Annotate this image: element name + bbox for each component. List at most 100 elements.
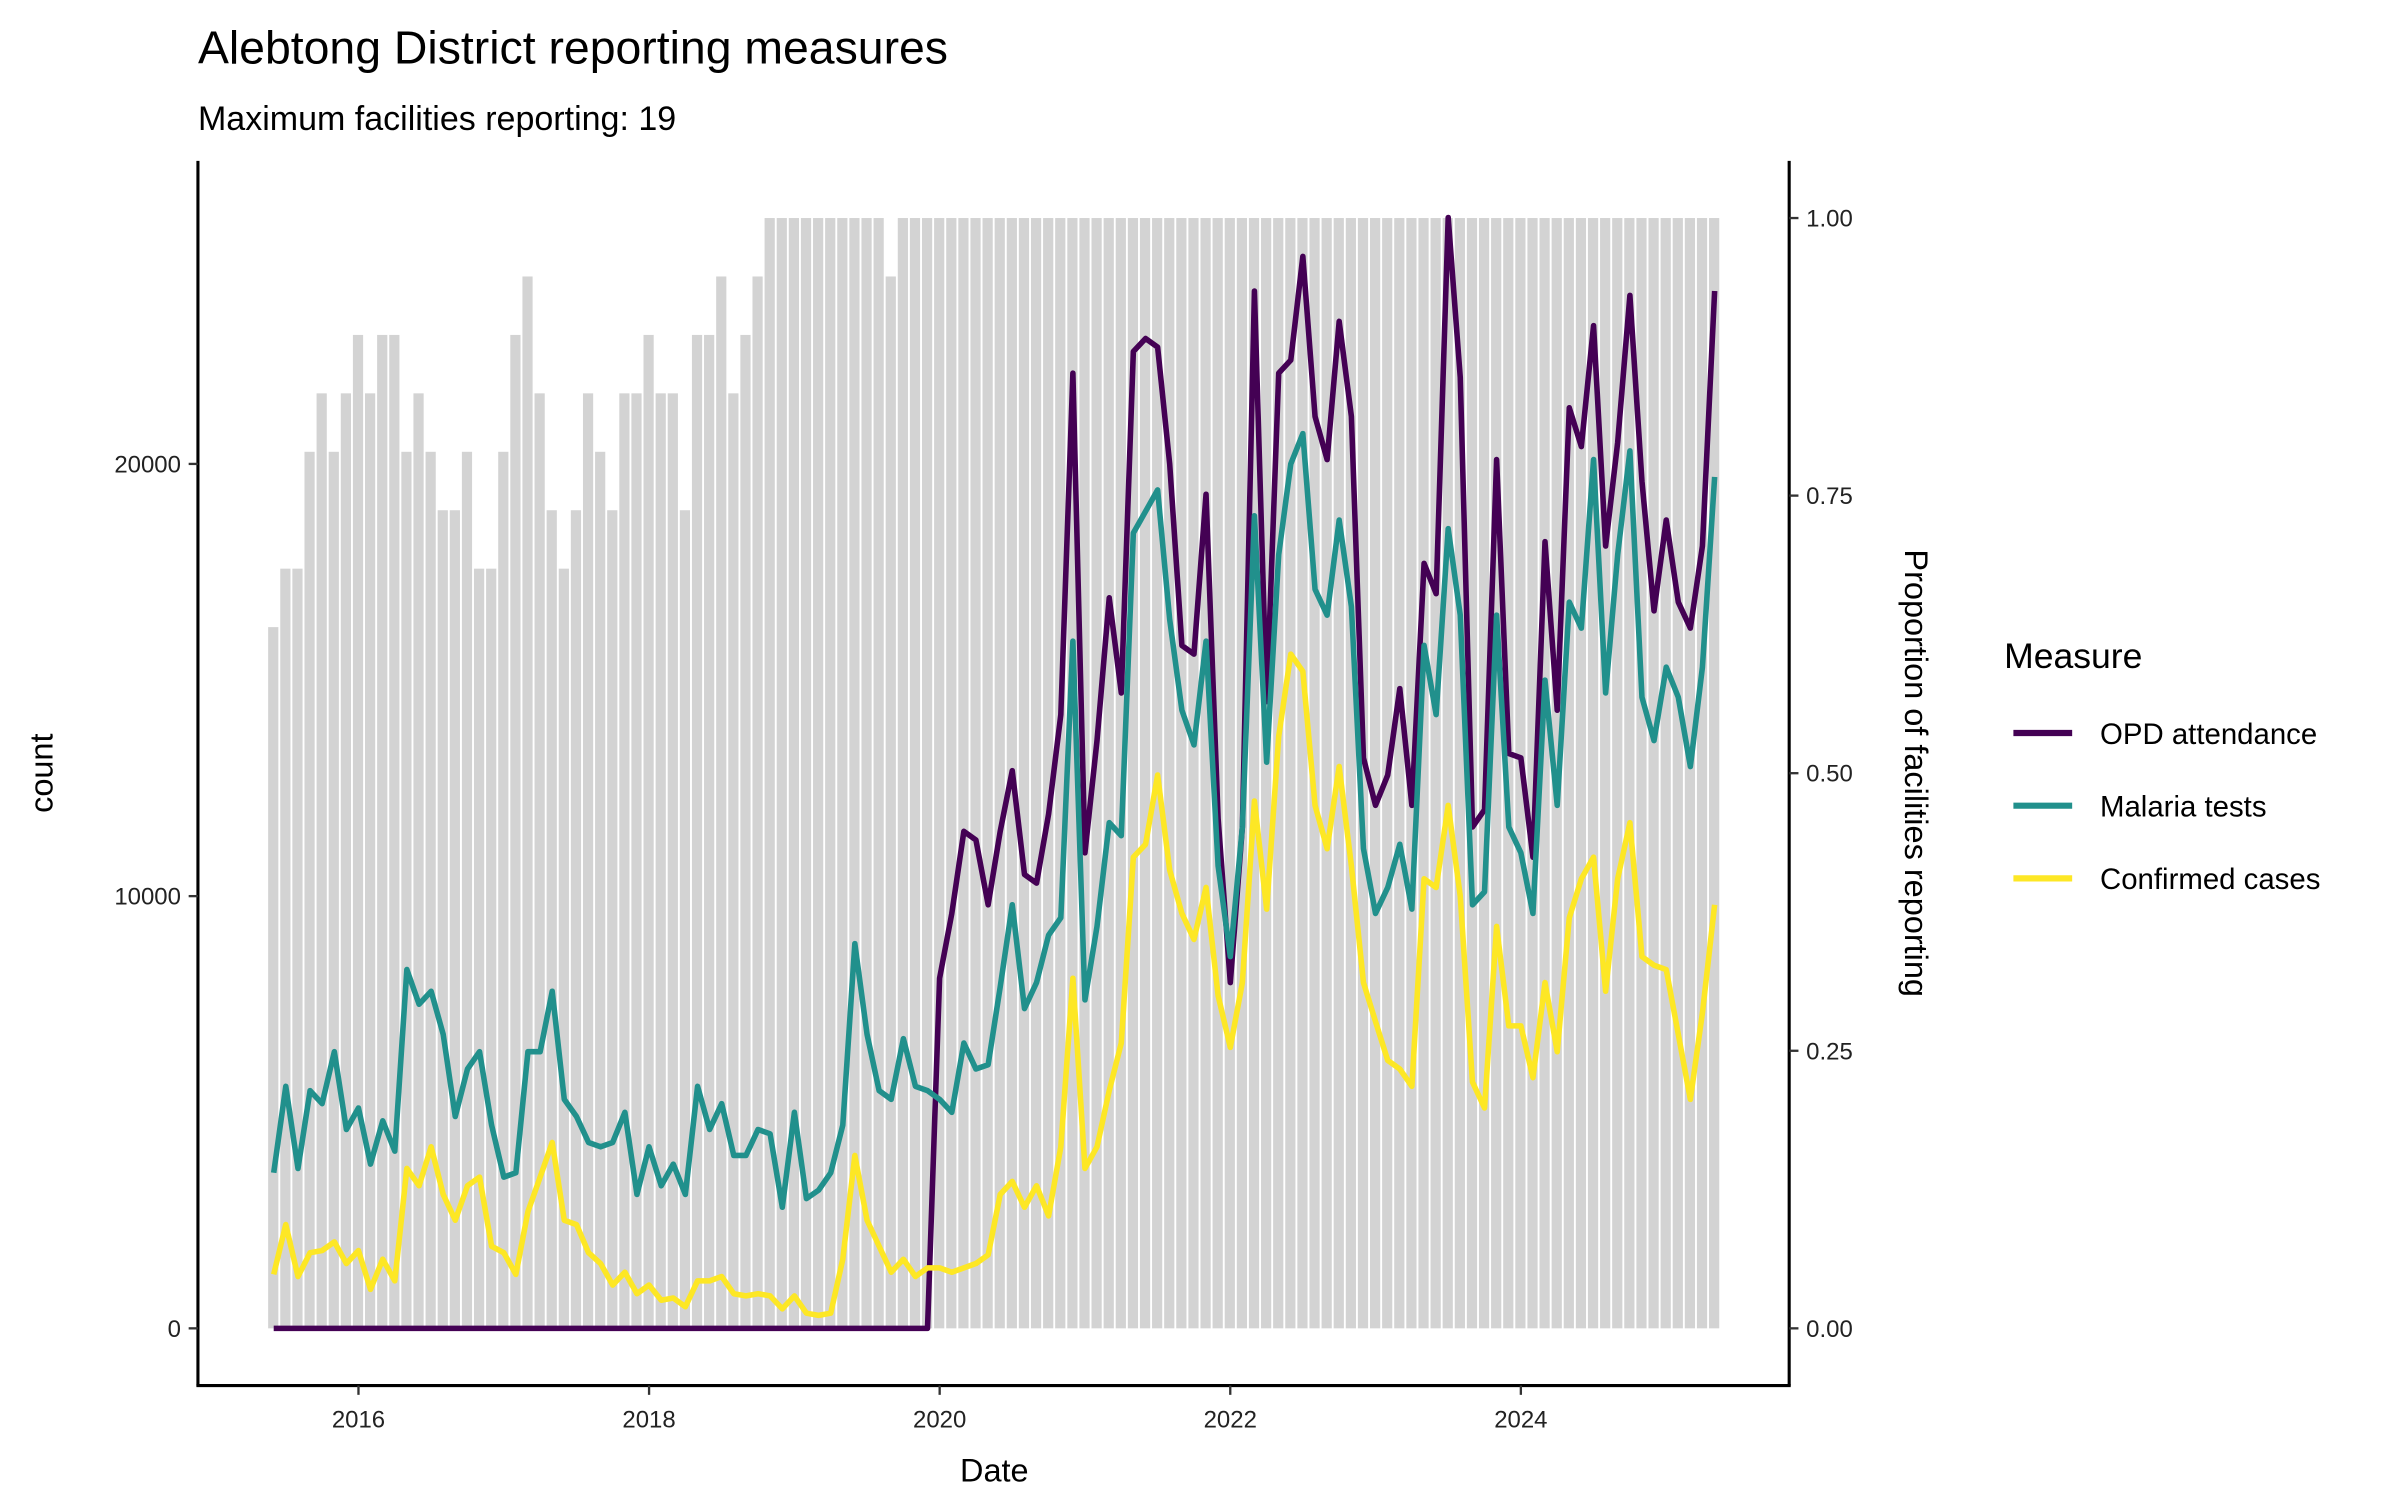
series-line-opd-attendance — [273, 214, 1718, 1332]
facility-bar — [655, 393, 666, 1329]
facility-bar — [1188, 218, 1199, 1329]
facility-bar — [800, 218, 812, 1329]
facility-bar — [1612, 218, 1623, 1329]
x-tick-label: 2020 — [913, 1406, 966, 1433]
facility-bar — [994, 218, 1005, 1329]
x-axis-label: Date — [960, 1452, 1029, 1488]
facility-bar — [958, 218, 969, 1329]
y-tick-label: 10000 — [114, 884, 181, 911]
facility-bar — [1103, 218, 1114, 1329]
facility-bar — [1539, 218, 1550, 1329]
facility-bar — [716, 276, 727, 1329]
facility-bar — [498, 451, 509, 1329]
facility-bar — [316, 393, 327, 1329]
y-axis-label: count — [24, 733, 60, 812]
facility-bar — [1442, 218, 1453, 1329]
y2-ticks: 0.00 0.25 0.50 0.75 1.00 — [1789, 206, 1853, 1343]
series-lines — [270, 214, 1718, 1332]
facility-bar — [946, 218, 957, 1329]
facility-bar — [1067, 218, 1078, 1329]
facility-bar — [1672, 218, 1683, 1329]
facility-bar — [1394, 218, 1405, 1329]
chart-subtitle: Maximum facilities reporting: 19 — [198, 100, 676, 138]
y2-axis-label: Proportion of facilities reporting — [1898, 549, 1934, 997]
x-tick-label: 2024 — [1494, 1406, 1547, 1433]
facility-bar — [413, 393, 424, 1329]
facility-bar — [268, 627, 279, 1329]
facility-bar — [1454, 218, 1465, 1329]
facility-bar — [643, 334, 654, 1329]
facility-bar — [558, 568, 569, 1329]
legend: Measure OPD attendance Malaria tests Confi… — [2004, 636, 2320, 896]
facility-bar — [934, 218, 945, 1329]
facility-bar — [704, 334, 715, 1329]
facility-bar — [570, 510, 582, 1329]
facility-bar — [1684, 218, 1696, 1329]
facility-bars — [268, 218, 1720, 1329]
facility-bar — [631, 393, 642, 1329]
facility-bar — [1127, 218, 1139, 1329]
facility-bar — [909, 218, 921, 1329]
facility-bar — [813, 218, 824, 1329]
facility-bar — [897, 218, 908, 1329]
facility-bar — [401, 451, 412, 1329]
y-tick-label: 20000 — [114, 451, 181, 478]
facility-bar — [595, 451, 606, 1329]
facility-bar — [607, 510, 618, 1329]
facility-bar — [1164, 218, 1175, 1329]
facility-bar — [510, 334, 521, 1329]
facility-bar — [691, 334, 703, 1329]
facility-bar — [1430, 218, 1441, 1329]
facility-bar — [1176, 218, 1187, 1329]
facility-bar — [1418, 218, 1429, 1329]
chart-title: Alebtong District reporting measures — [198, 21, 948, 73]
facility-bar — [377, 334, 388, 1329]
facility-bar — [1660, 218, 1671, 1329]
facility-bar — [1091, 218, 1102, 1329]
facility-bar — [1575, 218, 1587, 1329]
facility-bar — [352, 334, 364, 1329]
facility-bar — [1648, 218, 1659, 1329]
legend-label: Confirmed cases — [2100, 863, 2320, 896]
facility-bar — [292, 568, 303, 1329]
facility-bar — [873, 218, 884, 1329]
facility-bar — [619, 393, 630, 1329]
facility-bar — [679, 510, 691, 1329]
facility-bar — [437, 510, 448, 1329]
y2-tick-label: 1.00 — [1806, 206, 1853, 233]
facility-bar — [280, 568, 291, 1329]
facility-bar — [328, 451, 339, 1329]
facility-bar — [885, 276, 896, 1329]
facility-bar — [776, 218, 787, 1329]
facility-bar — [1357, 218, 1369, 1329]
y2-tick-label: 0.75 — [1806, 483, 1853, 510]
facility-bar — [667, 393, 678, 1329]
facility-bar — [449, 510, 460, 1329]
facility-bar — [1261, 218, 1272, 1329]
facility-bar — [1624, 218, 1635, 1329]
x-tick-label: 2022 — [1204, 1406, 1257, 1433]
y2-tick-label: 0.50 — [1806, 761, 1853, 788]
facility-bar — [1696, 218, 1708, 1329]
facility-bar — [1321, 218, 1332, 1329]
facility-bar — [970, 218, 981, 1329]
facility-bar — [921, 218, 933, 1329]
series-line-confirmed-cases — [271, 651, 1718, 1319]
facility-bar — [1369, 218, 1381, 1329]
y2-tick-label: 0.25 — [1806, 1038, 1853, 1065]
facility-bar — [473, 568, 485, 1329]
facility-bar — [486, 568, 497, 1329]
legend-item: Malaria tests — [2013, 790, 2267, 823]
facility-bar — [1491, 218, 1502, 1329]
legend-label: OPD attendance — [2100, 718, 2317, 751]
facility-bar — [522, 276, 533, 1329]
facility-bar — [1018, 218, 1030, 1329]
x-tick-label: 2018 — [622, 1406, 675, 1433]
facility-bar — [1636, 218, 1647, 1329]
facility-bar — [1563, 218, 1574, 1329]
facility-bar — [728, 393, 739, 1329]
facility-bar — [1224, 218, 1235, 1329]
legend-item: Confirmed cases — [2013, 863, 2320, 896]
facility-bar — [534, 393, 545, 1329]
